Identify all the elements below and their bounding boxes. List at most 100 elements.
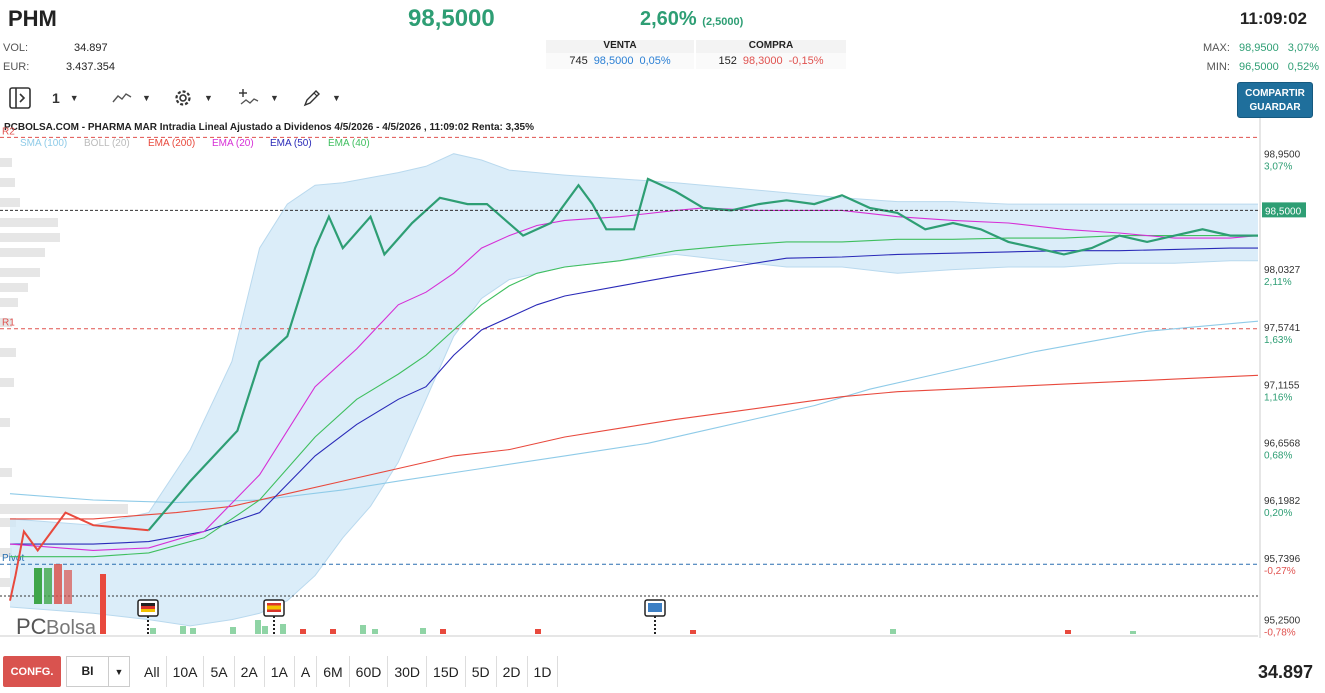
current-price-tag-label: 98,5000 <box>1265 206 1302 217</box>
time-axis: 17:3049:109:209:309:409:5010:0010:1010:2… <box>0 635 1258 637</box>
price-chart[interactable]: PCBOLSA.COM - PHARMA MAR Intradia Lineal… <box>0 118 1325 638</box>
flag-stripe <box>141 606 155 609</box>
buy-header: COMPRA <box>696 40 846 53</box>
range-selector: All 10A 5A 2A 1A A 6M 60D 30D 15D 5D 2D 1D <box>138 656 559 687</box>
sell-quantity: 745 <box>569 55 588 67</box>
flag-stripe <box>141 609 155 612</box>
range-button-all[interactable]: All <box>138 656 167 687</box>
interval-select[interactable]: 1 ▼ <box>52 86 79 110</box>
gear-icon <box>175 90 191 106</box>
volume-profile-bar <box>0 348 16 357</box>
range-button-a[interactable]: A <box>295 656 318 687</box>
price-tick-label: 96,1982 <box>1264 496 1301 507</box>
turnover-value: 3.437.354 <box>66 61 115 73</box>
price-tick-label: 96,6568 <box>1264 438 1301 449</box>
percent-tick-label: 1,16% <box>1264 393 1292 404</box>
volume-profile-bar <box>0 468 12 477</box>
min-value: 96,5000 <box>1238 61 1279 73</box>
level-label-pivot: Pivot <box>2 553 24 564</box>
bollinger-band-fill <box>10 153 1258 626</box>
percent-tick-label: 1,63% <box>1264 335 1292 346</box>
legend-item: SMA (100) <box>20 138 67 149</box>
legend-item: EMA (50) <box>270 138 312 149</box>
chevron-down-icon: ▼ <box>332 93 341 103</box>
volume-profile-bar <box>0 378 14 387</box>
price-change: 2,60% (2,5000) <box>640 8 743 31</box>
range-button-10a[interactable]: 10A <box>167 656 205 687</box>
drawing-tools-select[interactable]: ▼ <box>302 86 341 110</box>
price-line-premarket <box>9 511 149 601</box>
bollinger-upper-line <box>9 153 1258 526</box>
level-label-r1: R1 <box>2 318 15 329</box>
indicators-select[interactable]: ▼ <box>238 86 279 110</box>
bollinger-band <box>9 153 1258 627</box>
config-button[interactable]: CONFG. <box>3 656 61 687</box>
price-tick-label: 97,1155 <box>1264 381 1300 392</box>
min-percent: 0,52% <box>1287 61 1319 73</box>
sell-percent: 0,05% <box>639 55 671 67</box>
bollinger-lower-line <box>9 253 1258 627</box>
max-label: MAX: <box>1203 42 1230 54</box>
price-tick-label: 98,9500 <box>1264 150 1301 161</box>
mode-select[interactable]: BI ▼ <box>66 656 130 687</box>
chevron-down-icon: ▼ <box>69 93 79 103</box>
legend-item: BOLL (20) <box>84 138 130 149</box>
volume-bar <box>300 629 306 634</box>
price-tick-label: 95,2500 <box>1264 616 1301 627</box>
last-update-time: 11:09:02 <box>1239 9 1307 28</box>
volume-bar <box>180 626 186 634</box>
range-button-2d[interactable]: 2D <box>497 656 528 687</box>
chart-legend: SMA (100) BOLL (20) EMA (200) EMA (20) EMA (… <box>20 138 370 149</box>
indicator-add-icon <box>239 89 259 105</box>
chevron-down-icon: ▼ <box>204 93 213 103</box>
chart-type-select[interactable]: ▼ <box>112 86 151 110</box>
indicator-lines <box>0 177 1259 601</box>
event-marker <box>644 599 666 636</box>
volume-profile-bar <box>0 268 40 277</box>
range-button-1d[interactable]: 1D <box>528 656 559 687</box>
event-markers <box>137 599 666 636</box>
range-button-30d[interactable]: 30D <box>388 656 428 687</box>
settings-select[interactable]: ▼ <box>172 86 213 110</box>
volume-bar <box>280 624 286 634</box>
volume-profile-bar <box>0 518 16 527</box>
pcbolsa-logo: PC Bolsa <box>16 564 97 638</box>
volume-bars <box>100 574 1136 634</box>
range-button-1a[interactable]: 1A <box>265 656 295 687</box>
percent-tick-label: 0,20% <box>1264 508 1292 519</box>
volume-bar <box>100 574 106 634</box>
volume-bar <box>330 629 336 634</box>
event-marker <box>137 599 159 636</box>
range-button-5d[interactable]: 5D <box>466 656 497 687</box>
volume-bar <box>1065 630 1071 634</box>
interval-value: 1 <box>52 90 60 106</box>
ticker-symbol: PHM <box>8 6 57 31</box>
volume-bar <box>190 628 196 634</box>
volume-bar <box>230 627 236 634</box>
range-button-60d[interactable]: 60D <box>350 656 389 687</box>
range-button-5a[interactable]: 5A <box>204 656 235 687</box>
volume-bar <box>890 629 896 634</box>
sell-quote: 745 98,5000 0,05% <box>546 53 694 69</box>
share-save-button[interactable]: COMPARTIR GUARDAR <box>1237 82 1313 118</box>
session-max: MAX: 98,9500 3,07% <box>1203 42 1319 54</box>
percent-tick-label: 2,11% <box>1264 277 1292 288</box>
event-marker <box>263 599 285 636</box>
mode-value: BI <box>67 657 109 686</box>
level-label-r2: R2 <box>2 126 15 137</box>
percent-tick-label: -0,27% <box>1264 566 1296 577</box>
panel-toggle-button[interactable] <box>8 86 32 110</box>
volume-bar <box>535 629 541 634</box>
volume-bar <box>440 629 446 634</box>
legend-item: EMA (20) <box>212 138 254 149</box>
svg-text:Bolsa: Bolsa <box>46 617 97 638</box>
range-button-2a[interactable]: 2A <box>235 656 265 687</box>
volume-profile-bar <box>0 218 58 227</box>
range-button-15d[interactable]: 15D <box>427 656 466 687</box>
ema40-line <box>10 235 1258 558</box>
volume-profile-bar <box>0 158 12 167</box>
max-percent: 3,07% <box>1287 42 1319 54</box>
svg-text:PC: PC <box>16 614 47 638</box>
share-label: COMPARTIR <box>1245 88 1305 99</box>
range-button-6m[interactable]: 6M <box>317 656 350 687</box>
